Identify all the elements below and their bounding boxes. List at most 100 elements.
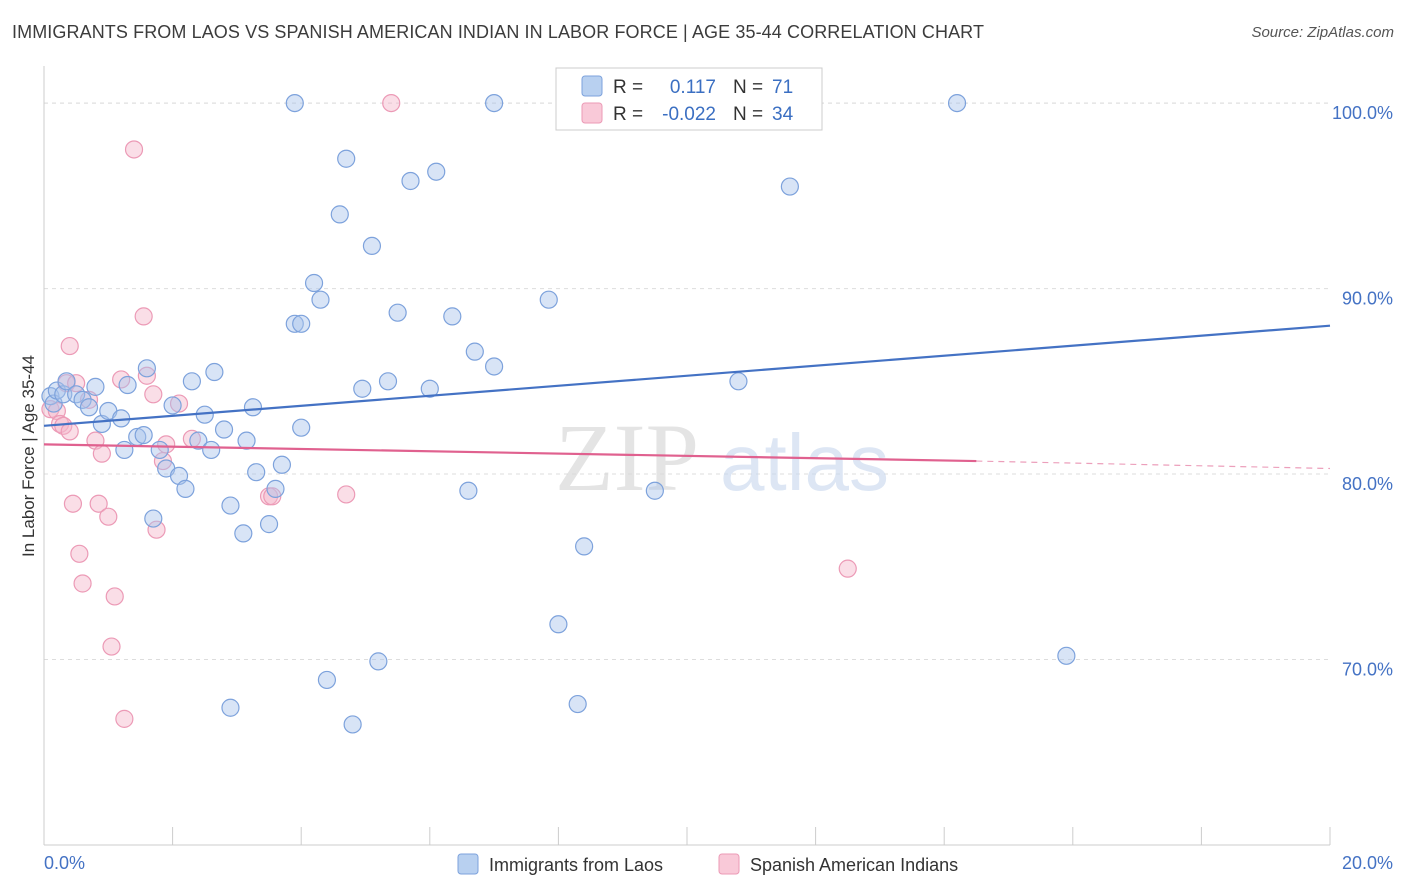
legend-r-value-2: -0.022: [662, 104, 716, 125]
data-point-blue-64: [645, 481, 664, 500]
data-point-blue-26: [202, 440, 221, 460]
data-point-pink-6: [60, 336, 79, 356]
data-point-pink-17: [105, 587, 124, 606]
series-legend-label-2: Spanish American Indians: [750, 855, 958, 875]
data-point-blue-33: [247, 463, 266, 482]
data-point-blue-60: [549, 615, 568, 634]
y-tick-label-2: 80.0%: [1342, 474, 1393, 494]
data-point-blue-52: [420, 379, 439, 398]
x-tick-label-0: 0.0%: [44, 853, 85, 873]
data-point-blue-69: [221, 698, 240, 717]
data-point-blue-38: [292, 314, 311, 333]
data-point-blue-23: [182, 372, 201, 391]
series-legend: Immigrants from Laos Spanish American In…: [457, 853, 958, 875]
axes: [43, 66, 1331, 846]
data-point-blue-56: [465, 342, 484, 361]
data-point-blue-61: [568, 694, 587, 714]
data-point-pink-16: [102, 637, 121, 656]
legend-r-label-2: R =: [613, 104, 643, 125]
data-point-blue-18: [150, 440, 169, 460]
data-point-pink-20: [124, 140, 144, 159]
data-point-blue-45: [343, 715, 362, 734]
legend-n-label-2: N =: [733, 104, 763, 125]
trend-line-blue: [43, 324, 1331, 427]
trend-line-pink-extension: [976, 460, 1331, 470]
data-point-blue-59: [539, 290, 558, 309]
data-point-pink-7: [63, 494, 83, 513]
data-point-blue-15: [134, 425, 153, 445]
trend-lines: [43, 324, 1331, 470]
legend-swatch-blue: [581, 75, 603, 97]
data-point-blue-39: [285, 93, 304, 113]
data-point-blue-46: [353, 379, 372, 398]
data-point-blue-55: [459, 481, 478, 500]
legend-r-label-1: R =: [613, 77, 643, 98]
data-point-blue-13: [118, 375, 137, 395]
data-point-blue-65: [729, 372, 748, 391]
data-point-blue-48: [369, 652, 388, 671]
series-legend-swatch-pink: [718, 853, 740, 875]
data-point-blue-24: [189, 431, 208, 450]
data-point-blue-40: [304, 273, 324, 293]
legend-n-value-1: 71: [772, 77, 793, 98]
data-point-pink-9: [70, 544, 89, 563]
data-point-blue-29: [221, 496, 240, 515]
data-point-blue-34: [259, 515, 279, 534]
chart-title: IMMIGRANTS FROM LAOS VS SPANISH AMERICAN…: [12, 22, 985, 42]
data-point-pink-19: [115, 709, 134, 728]
legend-swatch-pink: [581, 102, 603, 124]
data-point-blue-58: [485, 93, 504, 113]
legend-n-value-2: 34: [772, 104, 794, 125]
data-point-blue-47: [362, 236, 382, 256]
data-point-pink-0: [41, 400, 60, 419]
data-point-blue-30: [234, 524, 253, 543]
watermark: ZIP atlas: [555, 404, 889, 511]
data-point-blue-50: [388, 303, 407, 322]
data-point-blue-62: [575, 537, 594, 556]
data-point-pink-33: [838, 559, 857, 578]
data-point-blue-32: [243, 398, 263, 417]
series-legend-swatch-blue: [457, 853, 479, 875]
gridlines: [44, 102, 1330, 661]
data-point-pink-13: [89, 494, 108, 513]
data-point-blue-51: [401, 171, 420, 191]
tick-labels: 100.0% 90.0% 80.0% 70.0% 0.0% 20.0%: [44, 103, 1393, 873]
data-point-blue-49: [378, 372, 398, 391]
watermark-zip: ZIP: [555, 404, 699, 511]
data-point-pink-27: [169, 394, 189, 413]
data-point-blue-12: [115, 440, 134, 460]
legend-n-label-1: N =: [733, 77, 763, 98]
data-point-blue-54: [443, 307, 462, 326]
data-point-blue-16: [137, 359, 156, 378]
data-point-blue-20: [163, 396, 182, 415]
y-tick-label-0: 100.0%: [1332, 103, 1393, 123]
data-point-blue-22: [176, 479, 195, 498]
series-legend-label-1: Immigrants from Laos: [489, 855, 663, 875]
series-immigrants-from-laos-points: [41, 93, 1076, 734]
data-point-blue-42: [317, 670, 337, 690]
data-point-blue-53: [427, 162, 446, 181]
data-point-blue-8: [86, 377, 105, 396]
data-point-pink-31: [337, 485, 356, 504]
data-point-pink-22: [137, 366, 156, 385]
data-point-blue-41: [311, 290, 330, 309]
data-point-blue-28: [214, 420, 234, 439]
data-point-blue-43: [330, 205, 349, 224]
legend-r-value-1: 0.117: [670, 77, 716, 98]
data-point-blue-6: [73, 390, 92, 409]
data-point-blue-67: [947, 93, 967, 113]
y-tick-label-1: 90.0%: [1342, 289, 1393, 309]
source-label: Source: ZipAtlas.com: [1251, 24, 1394, 41]
data-point-blue-68: [1057, 646, 1076, 665]
data-point-pink-15: [99, 507, 118, 526]
data-point-pink-14: [92, 444, 111, 463]
data-point-pink-5: [60, 422, 79, 441]
data-point-blue-70: [292, 418, 311, 437]
data-point-pink-21: [134, 307, 153, 326]
y-axis-title: In Labor Force | Age 35-44: [19, 355, 38, 557]
stats-legend: R = 0.117 N = 71 R = -0.022 N = 34: [555, 67, 823, 131]
data-point-blue-37: [285, 314, 304, 333]
series-spanish-american-indians-points: [41, 93, 857, 728]
data-point-blue-35: [266, 479, 285, 498]
